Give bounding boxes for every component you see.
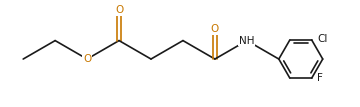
Text: F: F: [317, 73, 323, 83]
Text: NH: NH: [239, 36, 255, 46]
Text: Cl: Cl: [317, 34, 327, 44]
Text: O: O: [83, 54, 91, 64]
Text: O: O: [211, 24, 219, 34]
Text: O: O: [115, 5, 123, 15]
